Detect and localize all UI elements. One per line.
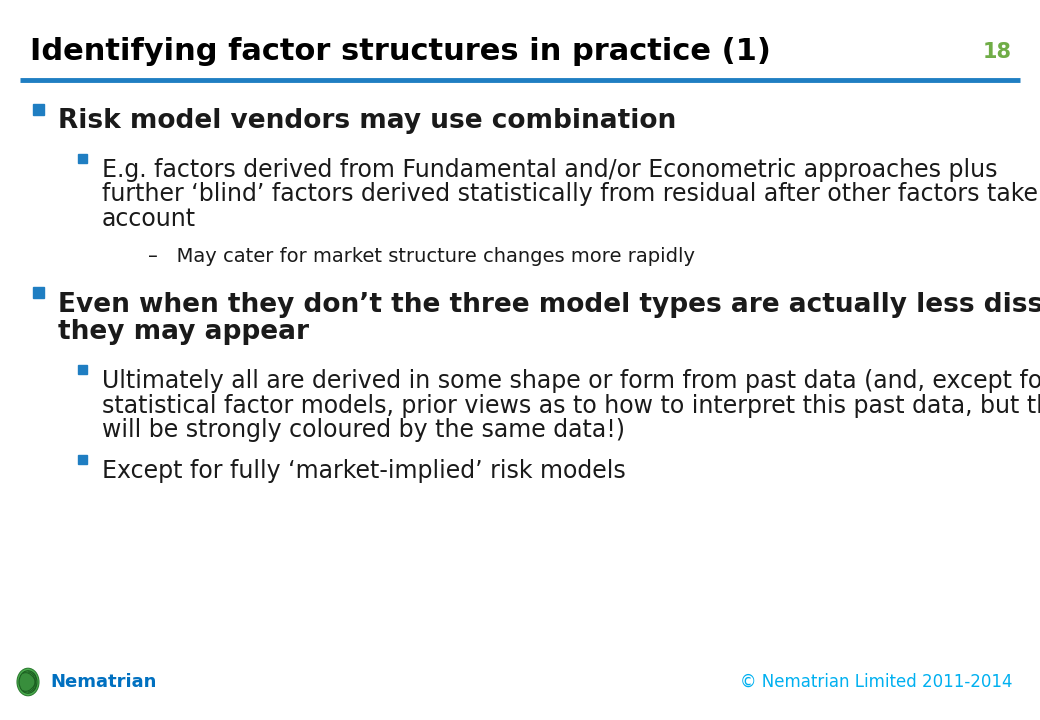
Ellipse shape bbox=[19, 671, 37, 693]
FancyBboxPatch shape bbox=[78, 455, 86, 464]
Text: will be strongly coloured by the same data!): will be strongly coloured by the same da… bbox=[102, 418, 625, 442]
FancyBboxPatch shape bbox=[32, 104, 44, 114]
Text: Ultimately all are derived in some shape or form from past data (and, except for: Ultimately all are derived in some shape… bbox=[102, 369, 1040, 393]
Text: account: account bbox=[102, 207, 197, 231]
Text: Even when they don’t the three model types are actually less dissimilar than: Even when they don’t the three model typ… bbox=[58, 292, 1040, 318]
Text: statistical factor models, prior views as to how to interpret this past data, bu: statistical factor models, prior views a… bbox=[102, 394, 1040, 418]
Text: Except for fully ‘market-implied’ risk models: Except for fully ‘market-implied’ risk m… bbox=[102, 459, 626, 483]
Text: Identifying factor structures in practice (1): Identifying factor structures in practic… bbox=[30, 37, 771, 66]
FancyBboxPatch shape bbox=[32, 287, 44, 298]
FancyBboxPatch shape bbox=[78, 365, 86, 374]
FancyBboxPatch shape bbox=[78, 154, 86, 163]
Ellipse shape bbox=[17, 668, 40, 696]
Text: they may appear: they may appear bbox=[58, 320, 309, 346]
Text: © Nematrian Limited 2011-2014: © Nematrian Limited 2011-2014 bbox=[739, 673, 1012, 691]
Text: –   May cater for market structure changes more rapidly: – May cater for market structure changes… bbox=[148, 248, 695, 266]
Text: Nematrian: Nematrian bbox=[50, 673, 156, 691]
Text: E.g. factors derived from Fundamental and/or Econometric approaches plus: E.g. factors derived from Fundamental an… bbox=[102, 158, 997, 181]
Text: further ‘blind’ factors derived statistically from residual after other factors : further ‘blind’ factors derived statisti… bbox=[102, 182, 1040, 206]
Text: Risk model vendors may use combination: Risk model vendors may use combination bbox=[58, 108, 676, 134]
Text: 18: 18 bbox=[983, 42, 1012, 62]
